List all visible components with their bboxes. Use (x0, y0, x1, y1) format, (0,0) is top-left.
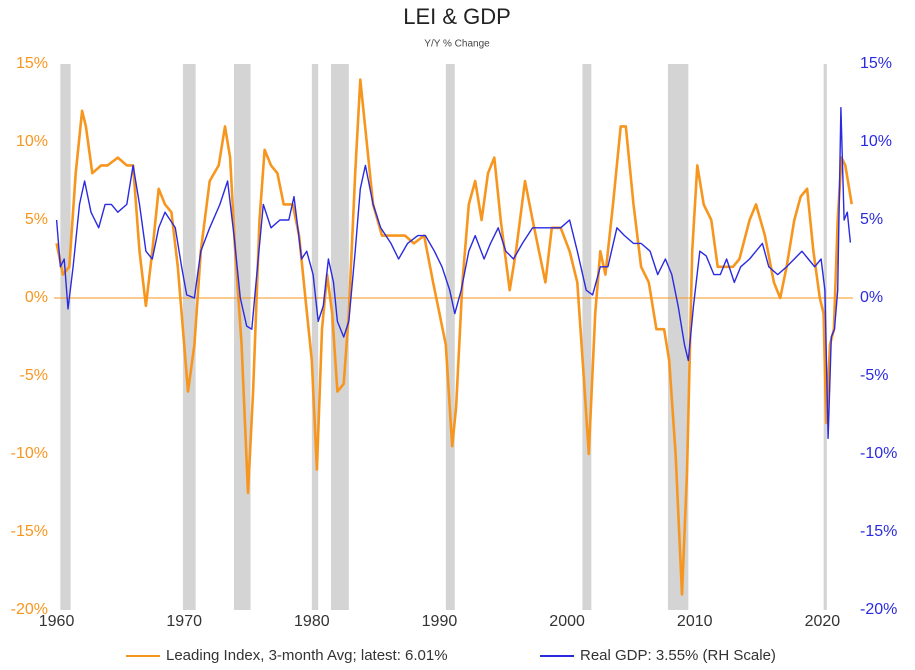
x-tick-label: 2020 (805, 613, 841, 630)
y2-tick-label: 5% (860, 211, 883, 228)
recession-band (445, 64, 455, 610)
x-tick-label: 2000 (549, 613, 585, 630)
y2-tick-label: -20% (860, 601, 897, 618)
x-tick-label: 1990 (422, 613, 458, 630)
recession-band (667, 64, 689, 610)
legend-label: Leading Index, 3-month Avg; latest: 6.01… (166, 647, 448, 664)
recession-band (311, 64, 319, 610)
y-tick-label: -5% (20, 367, 48, 384)
x-tick-label: 2010 (677, 613, 713, 630)
y2-tick-label: -15% (860, 523, 897, 540)
chart-subtitle: Y/Y % Change (424, 39, 490, 50)
y-tick-label: 5% (25, 211, 48, 228)
recession-band (60, 64, 71, 610)
y-tick-label: -10% (11, 445, 48, 462)
recession-band (582, 64, 592, 610)
recession-band (182, 64, 196, 610)
y-tick-label: 0% (25, 289, 48, 306)
y2-tick-label: 15% (860, 55, 892, 72)
recession-band (330, 64, 349, 610)
x-tick-label: 1980 (294, 613, 330, 630)
y-tick-label: -20% (11, 601, 48, 618)
x-tick-label: 1960 (39, 613, 75, 630)
x-tick-label: 1970 (166, 613, 202, 630)
chart-title: LEI & GDP (403, 4, 511, 29)
y2-tick-label: 10% (860, 133, 892, 150)
y-tick-label: -15% (11, 523, 48, 540)
y2-tick-label: 0% (860, 289, 883, 306)
series-line (55, 107, 852, 440)
y2-tick-label: -5% (860, 367, 888, 384)
y-tick-label: 10% (16, 133, 48, 150)
y2-tick-label: -10% (860, 445, 897, 462)
legend-label: Real GDP: 3.55% (RH Scale) (580, 647, 776, 664)
y-tick-label: 15% (16, 55, 48, 72)
